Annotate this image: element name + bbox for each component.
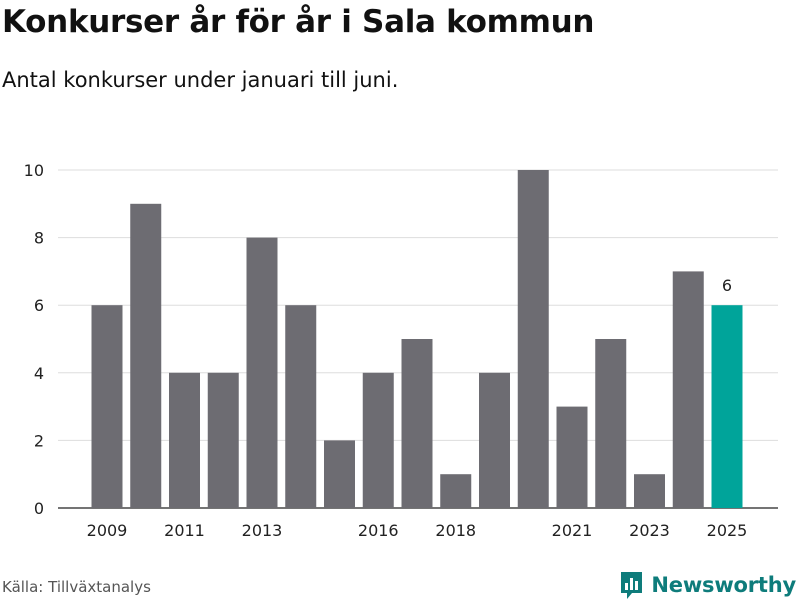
- bar-2012: [207, 372, 239, 508]
- bar-2020: [517, 170, 549, 508]
- x-tick-label: 2025: [707, 521, 748, 540]
- brand-name: Newsworthy: [651, 573, 796, 597]
- x-tick-label: 2011: [164, 521, 205, 540]
- bar-2010: [130, 203, 162, 509]
- bar-2016: [362, 372, 394, 508]
- bar-2018: [440, 474, 472, 508]
- bar-2011: [169, 372, 200, 508]
- bar-2025: [711, 305, 743, 508]
- x-tick-label: 2009: [87, 521, 128, 540]
- bar-2013: [246, 237, 278, 508]
- x-axis-ticks: 2009 2011 2013 2016 2018 2021 2023 2025: [87, 521, 748, 540]
- x-tick-label: 2016: [358, 521, 399, 540]
- source-note: Källa: Tillväxtanalys: [2, 578, 151, 596]
- x-tick-label: 2021: [552, 521, 593, 540]
- bar-2024: [672, 271, 704, 508]
- newsworthy-logo-icon: [621, 572, 643, 599]
- y-tick-label: 6: [34, 296, 44, 315]
- x-tick-label: 2018: [435, 521, 476, 540]
- bar-2017: [401, 339, 433, 508]
- y-tick-label: 2: [34, 431, 44, 450]
- bar-2014: [285, 305, 317, 508]
- bars: [91, 170, 743, 509]
- data-label-2025: 6: [722, 276, 732, 295]
- x-tick-label: 2013: [242, 521, 283, 540]
- y-axis-ticks: 0 2 4 6 8 10: [24, 161, 44, 518]
- bar-2009: [91, 305, 123, 508]
- bar-2023: [634, 474, 665, 508]
- chart-subtitle: Antal konkurser under januari till juni.: [2, 68, 399, 92]
- bar-2019: [479, 372, 510, 508]
- y-tick-label: 10: [24, 161, 44, 180]
- bar-2015: [324, 440, 355, 508]
- y-tick-label: 0: [34, 499, 44, 518]
- bar-2022: [595, 339, 627, 508]
- data-labels: 6: [722, 276, 732, 295]
- chart-title: Konkurser år för år i Sala kommun: [2, 4, 595, 40]
- y-tick-label: 4: [34, 364, 44, 383]
- bar-2021: [556, 406, 588, 508]
- y-tick-label: 8: [34, 229, 44, 248]
- brand-logo: Newsworthy: [619, 569, 796, 601]
- x-tick-label: 2023: [629, 521, 670, 540]
